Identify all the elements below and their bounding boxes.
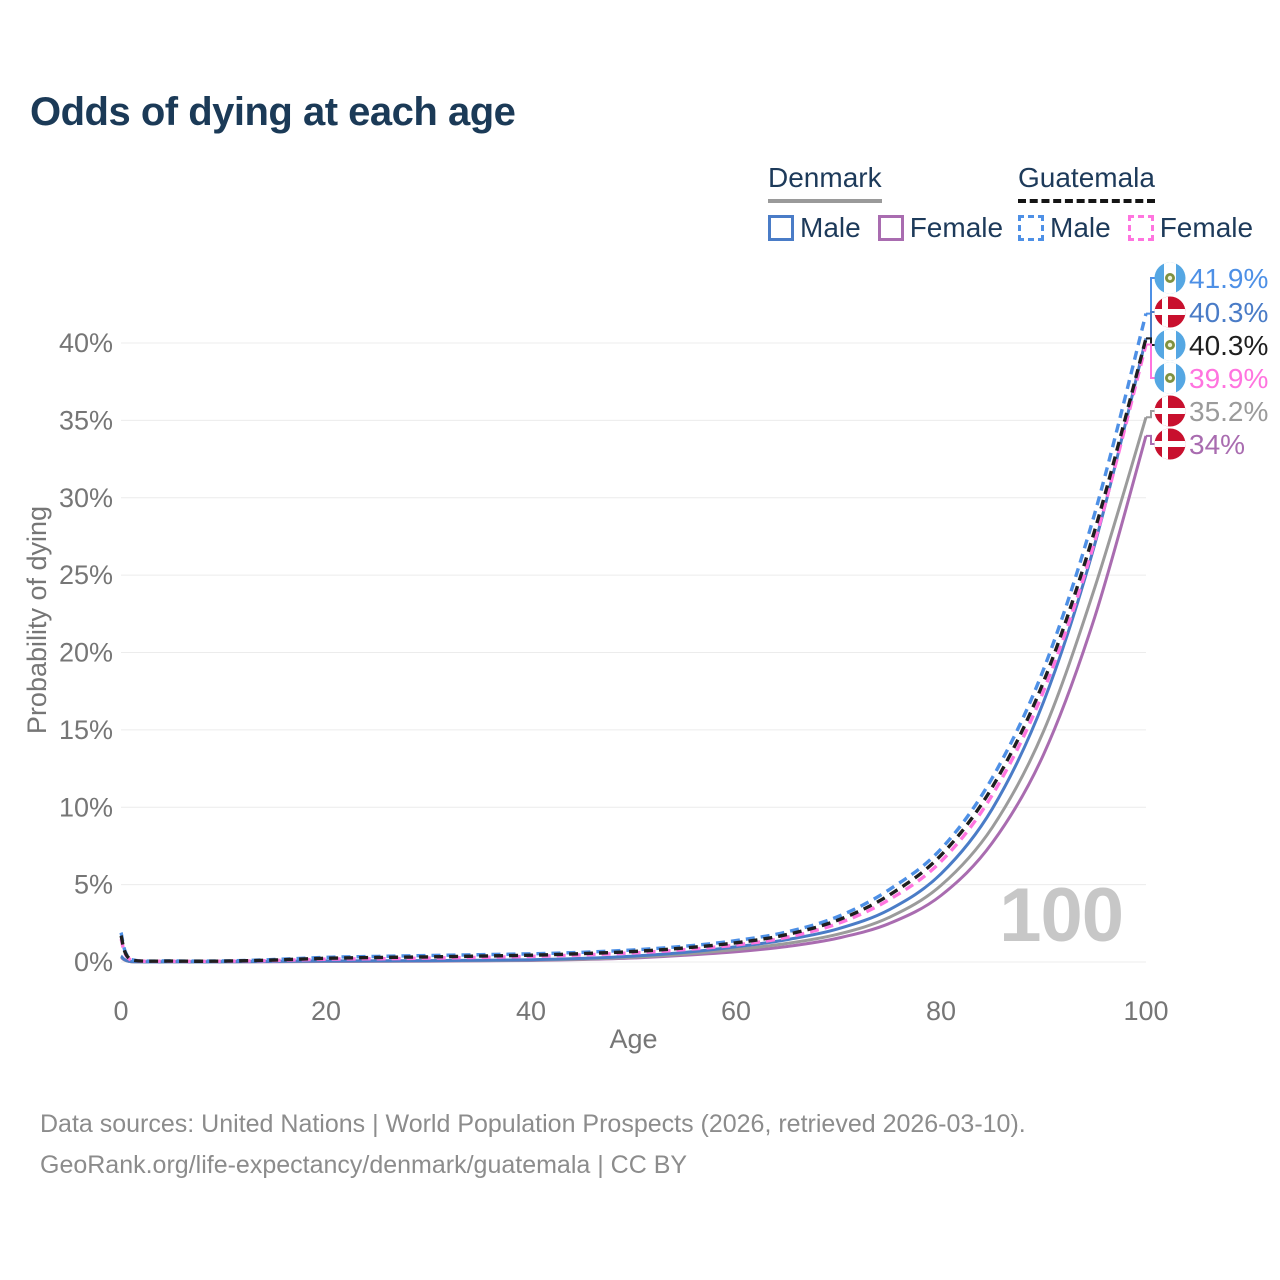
end-label-guatemala-male: 41.9%: [1154, 262, 1268, 294]
legend-group-guatemala: Guatemala Male Female: [1018, 162, 1253, 244]
legend-row-guatemala: Male Female: [1018, 212, 1253, 244]
x-tick-0: 0: [113, 996, 128, 1026]
denmark-flag-icon: [1154, 395, 1186, 427]
y-tick-10: 10%: [59, 792, 113, 822]
end-label-value-denmark-all: 35.2%: [1189, 396, 1268, 427]
age-watermark: 100: [999, 873, 1124, 958]
denmark-male-swatch-icon: [768, 215, 794, 241]
x-tick-60: 60: [721, 996, 751, 1026]
end-label-connector-denmark-male: [1146, 311, 1155, 340]
end-label-value-guatemala-all: 40.3%: [1189, 330, 1268, 361]
guatemala-flag-icon: [1154, 329, 1186, 361]
end-label-value-denmark-male: 40.3%: [1189, 297, 1268, 328]
legend-item-label: Male: [1050, 212, 1111, 243]
y-axis-title: Probability of dying: [22, 506, 52, 734]
series-line-denmark-female: [120, 435, 1148, 964]
y-tick-40: 40%: [59, 328, 113, 358]
footer-data-sources: Data sources: United Nations | World Pop…: [40, 1110, 1026, 1138]
legend-row-denmark: Male Female: [768, 212, 1003, 244]
end-label-value-guatemala-male: 41.9%: [1189, 263, 1268, 294]
series-line-denmark-male: [120, 338, 1148, 964]
series-line-guatemala-all: [119, 337, 1148, 963]
denmark-flag-icon: [1154, 296, 1186, 328]
end-label-connector-guatemala-female: [1146, 343, 1155, 379]
end-label-connector-denmark-female: [1146, 434, 1155, 445]
end-label-guatemala-all: 40.3%: [1154, 329, 1268, 361]
x-tick-20: 20: [311, 996, 341, 1026]
x-tick-40: 40: [516, 996, 546, 1026]
y-tick-15: 15%: [59, 715, 113, 745]
y-tick-25: 25%: [59, 560, 113, 590]
y-tick-5: 5%: [74, 870, 113, 900]
series-line-guatemala-male: [119, 313, 1148, 963]
end-label-denmark-male: 40.3%: [1154, 296, 1268, 328]
axes-and-gridlines: 0% 5% 10% 15% 20% 25% 30% 35% 40% 0 20 40 60 80 100 Age…: [22, 328, 1169, 1054]
end-label-connector-guatemala-all: [1146, 337, 1155, 346]
legend-item-label: Female: [909, 212, 1004, 243]
legend-group-denmark: Denmark Male Female: [768, 162, 1003, 244]
legend-title-denmark: Denmark: [768, 162, 882, 203]
legend-item-label: Male: [800, 212, 861, 243]
legend-item-label: Female: [1159, 212, 1254, 243]
guatemala-male-swatch-icon: [1018, 215, 1044, 241]
y-tick-0: 0%: [74, 947, 113, 977]
footer: Data sources: United Nations | World Pop…: [40, 1104, 1026, 1186]
series-end-labels: 41.9%40.3%40.3%39.9%35.2%34%: [1146, 262, 1268, 460]
end-label-denmark-all: 35.2%: [1154, 395, 1268, 427]
end-label-connector-denmark-all: [1146, 410, 1155, 419]
y-tick-35: 35%: [59, 405, 113, 435]
y-tick-30: 30%: [59, 483, 113, 513]
guatemala-female-swatch-icon: [1127, 215, 1154, 241]
end-label-value-denmark-female: 34%: [1189, 429, 1245, 460]
series-line-denmark-all: [120, 416, 1148, 964]
legend-title-guatemala: Guatemala: [1018, 162, 1155, 203]
denmark-flag-icon: [1154, 428, 1186, 460]
legend-item-guatemala-male[interactable]: Male: [1018, 212, 1111, 244]
legend-item-denmark-female[interactable]: Female: [877, 212, 1004, 244]
page-title: Odds of dying at each age: [30, 90, 516, 134]
x-tick-80: 80: [926, 996, 956, 1026]
guatemala-flag-icon: [1154, 362, 1186, 394]
end-label-denmark-female: 34%: [1154, 428, 1245, 460]
guatemala-flag-icon: [1154, 262, 1186, 294]
footer-attribution-link: GeoRank.org/life-expectancy/denmark/guat…: [40, 1151, 688, 1179]
legend-item-denmark-male[interactable]: Male: [768, 212, 861, 244]
x-tick-100: 100: [1123, 996, 1168, 1026]
y-tick-20: 20%: [59, 638, 113, 668]
end-label-value-guatemala-female: 39.9%: [1189, 363, 1268, 394]
end-label-connector-guatemala-male: [1146, 277, 1155, 315]
denmark-female-swatch-icon: [877, 215, 904, 241]
x-axis-title: Age: [609, 1024, 657, 1054]
series-lines: [119, 313, 1148, 964]
legend-item-guatemala-female[interactable]: Female: [1127, 212, 1254, 244]
end-label-guatemala-female: 39.9%: [1154, 362, 1268, 394]
